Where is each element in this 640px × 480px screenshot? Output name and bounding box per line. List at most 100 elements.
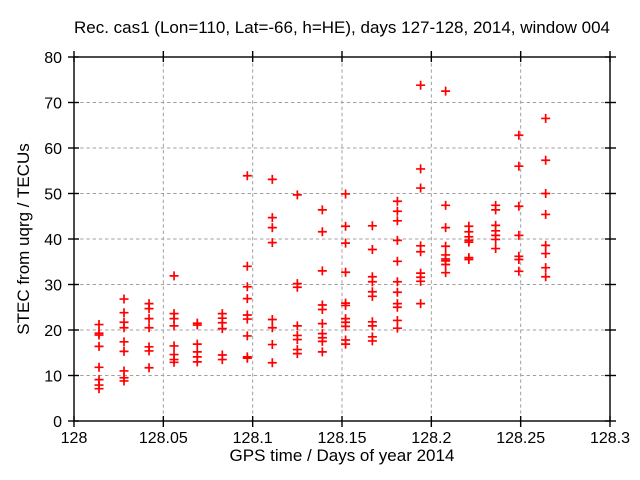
data-point-marker bbox=[514, 230, 524, 240]
data-point-marker bbox=[392, 256, 402, 266]
data-point-marker bbox=[317, 347, 327, 357]
data-point-marker bbox=[341, 321, 351, 331]
data-point-marker bbox=[416, 276, 426, 286]
data-point-marker bbox=[441, 86, 451, 96]
data-point-marker bbox=[416, 80, 426, 90]
data-point-marker bbox=[144, 323, 154, 333]
data-point-marker bbox=[541, 155, 551, 165]
y-tick-label: 50 bbox=[44, 187, 62, 204]
data-point-marker bbox=[341, 238, 351, 248]
data-point-marker bbox=[242, 294, 252, 304]
data-point-marker bbox=[242, 261, 252, 271]
data-point-marker bbox=[491, 244, 501, 254]
data-point-marker bbox=[367, 336, 377, 346]
data-point-marker bbox=[341, 221, 351, 231]
y-tick-label: 30 bbox=[44, 278, 62, 295]
data-point-marker bbox=[94, 384, 104, 394]
data-point-marker bbox=[169, 357, 179, 367]
data-point-marker bbox=[292, 335, 302, 345]
data-point-marker bbox=[541, 209, 551, 219]
data-point-marker bbox=[491, 205, 501, 215]
data-point-marker bbox=[514, 266, 524, 276]
data-point-marker bbox=[514, 201, 524, 211]
data-point-marker bbox=[119, 337, 129, 347]
y-tick-label: 40 bbox=[44, 232, 62, 249]
data-point-marker bbox=[94, 362, 104, 372]
data-point-marker bbox=[441, 223, 451, 233]
data-point-marker bbox=[392, 216, 402, 226]
data-point-marker bbox=[242, 314, 252, 324]
data-point-marker bbox=[192, 320, 202, 330]
data-point-marker bbox=[367, 321, 377, 331]
data-point-marker bbox=[514, 130, 524, 140]
data-point-marker bbox=[217, 324, 227, 334]
data-point-marker bbox=[392, 196, 402, 206]
x-axis-label: GPS time / Days of year 2014 bbox=[229, 446, 455, 465]
data-point-marker bbox=[292, 190, 302, 200]
x-tick-label: 128.25 bbox=[496, 430, 545, 447]
data-point-marker bbox=[267, 238, 277, 248]
x-tick-label: 128 bbox=[61, 430, 88, 447]
data-point-marker bbox=[292, 321, 302, 331]
data-point-marker bbox=[541, 240, 551, 250]
data-point-marker bbox=[169, 271, 179, 281]
data-point-marker bbox=[392, 287, 402, 297]
data-point-marker bbox=[392, 277, 402, 287]
data-point-marker bbox=[392, 315, 402, 325]
data-point-marker bbox=[192, 339, 202, 349]
data-point-marker bbox=[267, 340, 277, 350]
data-point-marker bbox=[367, 221, 377, 231]
data-point-marker bbox=[119, 346, 129, 356]
data-point-marker bbox=[144, 363, 154, 373]
y-tick-label: 10 bbox=[44, 369, 62, 386]
data-point-marker bbox=[367, 277, 377, 287]
data-point-marker bbox=[242, 331, 252, 341]
data-point-marker bbox=[541, 272, 551, 282]
data-point-marker bbox=[441, 268, 451, 278]
data-point-marker bbox=[267, 358, 277, 368]
data-point-marker bbox=[144, 304, 154, 314]
data-point-marker bbox=[267, 213, 277, 223]
data-point-marker bbox=[317, 205, 327, 215]
data-point-marker bbox=[267, 223, 277, 233]
data-point-marker bbox=[416, 183, 426, 193]
data-point-marker bbox=[464, 237, 474, 247]
data-point-marker bbox=[392, 302, 402, 312]
data-point-marker bbox=[169, 341, 179, 351]
data-point-marker bbox=[441, 200, 451, 210]
data-point-marker bbox=[242, 282, 252, 292]
data-point-marker bbox=[392, 323, 402, 333]
data-point-marker bbox=[392, 235, 402, 245]
y-tick-label: 60 bbox=[44, 141, 62, 158]
data-point-marker bbox=[317, 266, 327, 276]
data-point-marker bbox=[464, 254, 474, 264]
data-point-marker bbox=[392, 206, 402, 216]
x-tick-label: 128.2 bbox=[411, 430, 451, 447]
data-point-marker bbox=[217, 355, 227, 365]
data-point-marker bbox=[317, 319, 327, 329]
data-point-marker bbox=[144, 346, 154, 356]
data-point-marker bbox=[367, 244, 377, 254]
y-tick-label: 70 bbox=[44, 96, 62, 113]
data-point-marker bbox=[267, 174, 277, 184]
data-point-marker bbox=[144, 314, 154, 324]
data-point-marker bbox=[491, 234, 501, 244]
data-point-marker bbox=[292, 282, 302, 292]
data-point-marker bbox=[514, 161, 524, 171]
data-point-marker bbox=[317, 336, 327, 346]
data-point-marker bbox=[267, 315, 277, 325]
y-tick-label: 20 bbox=[44, 323, 62, 340]
x-tick-label: 128.15 bbox=[318, 430, 367, 447]
data-point-marker bbox=[441, 259, 451, 269]
data-point-marker bbox=[242, 171, 252, 181]
data-point-marker bbox=[441, 241, 451, 251]
data-point-marker bbox=[292, 349, 302, 359]
data-point-marker bbox=[541, 263, 551, 273]
y-tick-label: 80 bbox=[44, 50, 62, 67]
data-point-marker bbox=[514, 254, 524, 264]
data-point-marker bbox=[317, 305, 327, 315]
data-point-marker bbox=[94, 341, 104, 351]
data-point-marker bbox=[192, 357, 202, 367]
